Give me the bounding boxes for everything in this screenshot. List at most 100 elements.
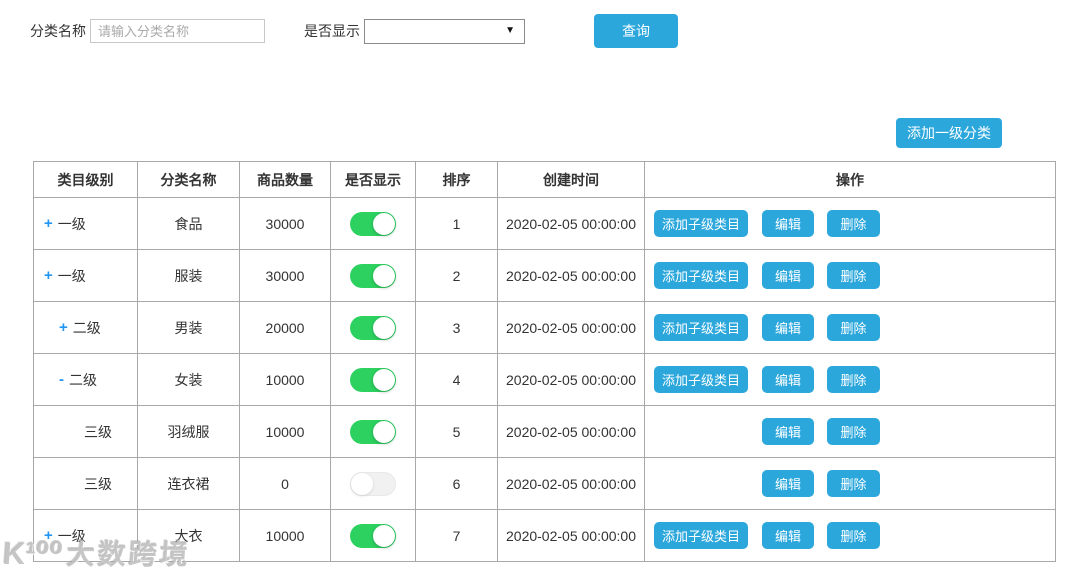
visible-select[interactable]: ▼ [364,18,525,44]
visible-toggle[interactable] [350,419,396,444]
actions-cell: 编辑 删除 [644,457,1056,510]
column-header: 分类名称 [137,161,240,198]
created-time-cell: 2020-02-05 00:00:00 [497,457,645,510]
toggle-knob [373,524,395,547]
column-header: 类目级别 [33,161,138,198]
quantity-cell: 10000 [239,509,331,562]
edit-button[interactable]: 编辑 [762,210,814,237]
actions-cell: 添加子级类目 编辑 删除 [644,197,1056,250]
toolbar: 添加一级分类 [0,118,1080,148]
add-child-button[interactable]: 添加子级类目 [654,210,748,237]
actions-cell: 添加子级类目 编辑 删除 [644,509,1056,562]
delete-button[interactable]: 删除 [827,418,880,445]
level-label: 三级 [84,423,112,440]
add-child-button[interactable]: 添加子级类目 [654,366,748,393]
actions-cell: 添加子级类目 编辑 删除 [644,249,1056,302]
created-time-cell: 2020-02-05 00:00:00 [497,353,645,406]
edit-button[interactable]: 编辑 [762,262,814,289]
filter-bar: 分类名称 是否显示 ▼ 查询 [0,0,1080,48]
expand-icon[interactable]: + [44,267,53,284]
column-header: 商品数量 [239,161,331,198]
actions-cell: 添加子级类目 编辑 删除 [644,301,1056,354]
table-row: 三级 连衣裙 0 6 2020-02-05 00:00:00 编辑 删除 [33,457,1056,510]
category-name-cell: 男装 [137,301,240,354]
visible-toggle[interactable] [350,315,396,340]
created-time-cell: 2020-02-05 00:00:00 [497,197,645,250]
created-time-cell: 2020-02-05 00:00:00 [497,509,645,562]
delete-button[interactable]: 删除 [827,366,880,393]
category-table: 类目级别 分类名称 商品数量 是否显示 排序 创建时间 操作 + 一级 食品 30000 1 2020… [33,161,1056,562]
quantity-cell: 10000 [239,353,331,406]
visible-cell [330,405,416,458]
delete-button[interactable]: 删除 [827,210,880,237]
level-cell: + 二级 [33,301,138,354]
level-cell: + 一级 [33,249,138,302]
add-child-button[interactable]: 添加子级类目 [654,522,748,549]
category-name-cell: 食品 [137,197,240,250]
table-header-row: 类目级别 分类名称 商品数量 是否显示 排序 创建时间 操作 [33,161,1056,198]
toggle-knob [373,368,395,391]
add-child-button[interactable]: 添加子级类目 [654,314,748,341]
delete-button[interactable]: 删除 [827,470,880,497]
actions-cell: 编辑 删除 [644,405,1056,458]
table-row: + 一级 食品 30000 1 2020-02-05 00:00:00 添加子级类目 编辑 删除 [33,197,1056,250]
edit-button[interactable]: 编辑 [762,470,814,497]
add-root-category-button[interactable]: 添加一级分类 [896,118,1002,148]
category-name-input[interactable] [90,19,265,43]
quantity-cell: 20000 [239,301,331,354]
level-label: 二级 [69,371,97,388]
quantity-cell: 30000 [239,249,331,302]
visible-toggle[interactable] [350,523,396,548]
toggle-knob [373,316,395,339]
level-cell: 三级 [33,457,138,510]
level-cell: + 一级 [33,197,138,250]
add-child-button[interactable]: 添加子级类目 [654,262,748,289]
visible-toggle[interactable] [350,367,396,392]
expand-icon[interactable]: + [59,319,68,336]
delete-button[interactable]: 删除 [827,314,880,341]
visible-toggle[interactable] [350,211,396,236]
category-name-cell: 连衣裙 [137,457,240,510]
visible-cell [330,457,416,510]
quantity-cell: 0 [239,457,331,510]
sort-cell: 4 [415,353,498,406]
level-cell: 三级 [33,405,138,458]
level-label: 二级 [72,319,101,336]
category-name-cell: 女装 [137,353,240,406]
category-name-cell: 羽绒服 [137,405,240,458]
sort-cell: 1 [415,197,498,250]
table-row: + 一级 服装 30000 2 2020-02-05 00:00:00 添加子级类目 编辑 删除 [33,249,1056,302]
collapse-icon[interactable]: - [59,371,64,388]
created-time-cell: 2020-02-05 00:00:00 [497,301,645,354]
sort-cell: 3 [415,301,498,354]
chevron-down-icon: ▼ [505,25,515,36]
edit-button[interactable]: 编辑 [762,366,814,393]
sort-cell: 7 [415,509,498,562]
visible-filter-label: 是否显示 [304,23,360,39]
level-label: 一级 [57,215,86,232]
expand-icon[interactable]: + [44,527,53,544]
search-button[interactable]: 查询 [594,14,678,48]
quantity-cell: 10000 [239,405,331,458]
toggle-knob [373,420,395,443]
category-name-label: 分类名称 [30,23,86,39]
edit-button[interactable]: 编辑 [762,314,814,341]
actions-cell: 添加子级类目 编辑 删除 [644,353,1056,406]
expand-icon[interactable]: + [44,215,53,232]
visible-toggle[interactable] [350,471,396,496]
category-name-cell: 大衣 [137,509,240,562]
level-label: 三级 [84,475,112,492]
table-body: + 一级 食品 30000 1 2020-02-05 00:00:00 添加子级类目 编辑 删除… [33,197,1056,562]
visible-toggle[interactable] [350,263,396,288]
sort-cell: 6 [415,457,498,510]
sort-cell: 5 [415,405,498,458]
toggle-knob [351,472,373,495]
edit-button[interactable]: 编辑 [762,522,814,549]
delete-button[interactable]: 删除 [827,522,880,549]
edit-button[interactable]: 编辑 [762,418,814,445]
column-header: 排序 [415,161,498,198]
delete-button[interactable]: 删除 [827,262,880,289]
level-cell: + 一级 [33,509,138,562]
column-header: 操作 [644,161,1056,198]
visible-cell [330,353,416,406]
